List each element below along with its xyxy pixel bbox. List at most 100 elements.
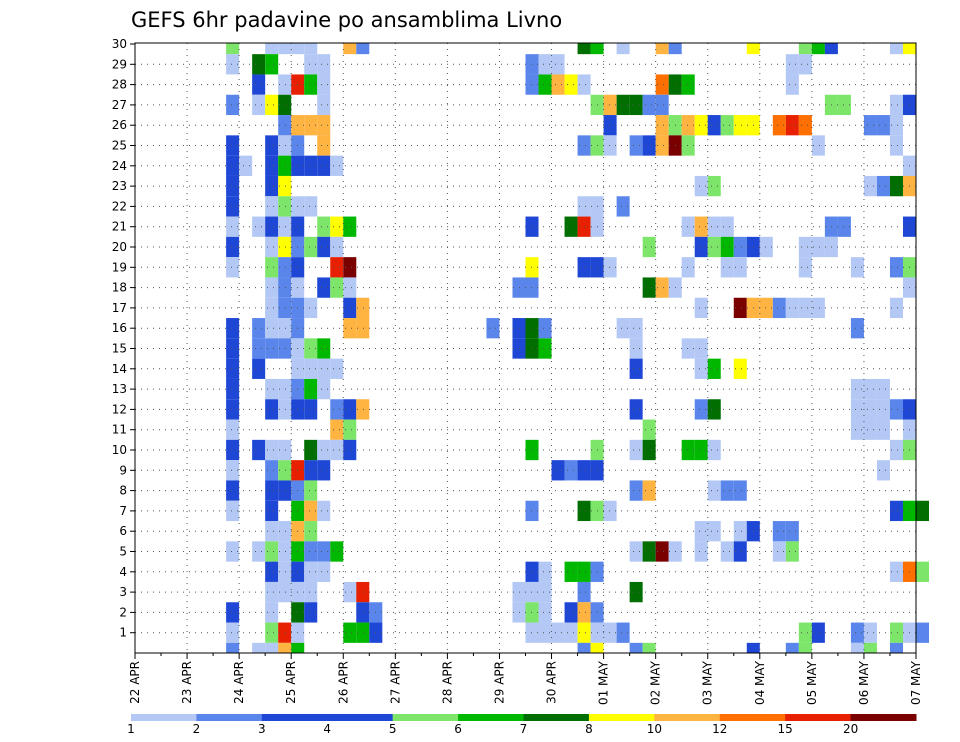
heatmap-cell xyxy=(525,74,539,95)
heatmap-cell xyxy=(304,602,318,623)
heatmap-cell xyxy=(278,277,292,298)
heatmap-cell xyxy=(850,642,864,653)
heatmap-cell xyxy=(889,175,903,197)
legend-swatch xyxy=(654,714,721,721)
heatmap-cell xyxy=(525,602,539,623)
heatmap-cell xyxy=(317,54,331,75)
heatmap-cell xyxy=(525,318,539,339)
heatmap-cell xyxy=(538,602,552,623)
y-tick-label: 24 xyxy=(112,159,127,173)
heatmap-cell xyxy=(226,378,240,400)
heatmap-cell xyxy=(226,257,240,278)
heatmap-cell xyxy=(603,94,617,116)
heatmap-cell xyxy=(265,602,279,623)
heatmap-cell xyxy=(252,642,266,653)
heatmap-cell xyxy=(265,196,279,217)
heatmap-cell xyxy=(642,642,656,653)
heatmap-cell xyxy=(785,74,799,95)
heatmap-cell xyxy=(330,257,344,278)
heatmap-cell xyxy=(603,135,617,156)
heatmap-cell xyxy=(343,318,357,339)
heatmap-cell xyxy=(668,43,682,55)
heatmap-cell xyxy=(226,358,240,379)
x-tick-label: 05 MAY xyxy=(805,660,819,705)
heatmap-cell xyxy=(616,196,630,217)
heatmap-cell xyxy=(278,318,292,339)
heatmap-cell xyxy=(850,622,864,643)
heatmap-cell xyxy=(343,439,357,461)
legend-label: 3 xyxy=(258,722,266,736)
heatmap-cell xyxy=(265,216,279,237)
heatmap-cell xyxy=(226,399,240,420)
heatmap-cell xyxy=(916,561,930,582)
heatmap-cell xyxy=(265,561,279,582)
heatmap-cell xyxy=(226,642,240,653)
heatmap-cell xyxy=(681,115,695,136)
heatmap-cell xyxy=(629,94,643,116)
heatmap-cell xyxy=(278,94,292,116)
heatmap-cell xyxy=(733,236,747,258)
heatmap-cell xyxy=(707,236,721,258)
heatmap-cell xyxy=(720,216,734,237)
heatmap-cell xyxy=(278,115,292,136)
heatmap-cell xyxy=(304,358,318,379)
heatmap-cell xyxy=(733,115,747,136)
heatmap-cell xyxy=(824,43,838,55)
heatmap-cell xyxy=(265,257,279,278)
heatmap-cell xyxy=(278,338,292,359)
heatmap-cell xyxy=(642,236,656,258)
heatmap-cell xyxy=(746,43,760,55)
heatmap-cell xyxy=(889,94,903,116)
legend-label: 20 xyxy=(843,722,858,736)
legend-swatch xyxy=(131,714,197,721)
heatmap-cell xyxy=(317,561,331,582)
legend-label: 7 xyxy=(520,722,528,736)
heatmap-cell xyxy=(525,216,539,237)
heatmap-cell xyxy=(343,622,357,643)
heatmap-cell xyxy=(304,581,318,603)
heatmap-cell xyxy=(304,236,318,258)
heatmap-cell xyxy=(798,43,812,55)
y-tick-label: 12 xyxy=(112,402,127,416)
heatmap-cell xyxy=(772,521,786,542)
y-tick-label: 3 xyxy=(119,585,127,599)
heatmap-cell xyxy=(772,541,786,562)
heatmap-cell xyxy=(902,43,916,55)
heatmap-cell xyxy=(226,439,240,461)
heatmap-cell xyxy=(512,318,526,339)
heatmap-cell xyxy=(889,500,903,522)
heatmap-cell xyxy=(278,297,292,319)
heatmap-cell xyxy=(317,358,331,379)
y-tick-label: 23 xyxy=(112,179,127,193)
heatmap-cell xyxy=(694,297,708,319)
heatmap-cell xyxy=(694,541,708,562)
heatmap-cell xyxy=(577,216,591,237)
heatmap-cell xyxy=(291,43,305,55)
heatmap-cell xyxy=(252,338,266,359)
heatmap-cell xyxy=(356,581,370,603)
heatmap-cell xyxy=(278,196,292,217)
heatmap-cell xyxy=(577,135,591,156)
heatmap-cell xyxy=(226,155,240,176)
heatmap-cell xyxy=(265,318,279,339)
heatmap-cell xyxy=(226,622,240,643)
heatmap-cell xyxy=(265,94,279,116)
heatmap-cell xyxy=(304,480,318,501)
y-tick-label: 21 xyxy=(112,220,127,234)
heatmap-cell xyxy=(655,277,669,298)
heatmap-cell xyxy=(278,480,292,501)
heatmap-cell xyxy=(512,338,526,359)
y-tick-label: 10 xyxy=(112,443,127,457)
heatmap-cell xyxy=(265,460,279,481)
legend-swatch xyxy=(785,714,852,721)
heatmap-cell xyxy=(525,338,539,359)
legend-label: 4 xyxy=(323,722,331,736)
heatmap-cell xyxy=(785,297,799,319)
heatmap-cell xyxy=(226,43,240,55)
heatmap-cell xyxy=(629,439,643,461)
heatmap-cell xyxy=(681,338,695,359)
heatmap-cell xyxy=(798,115,812,136)
heatmap-cell xyxy=(850,257,864,278)
heatmap-cell xyxy=(486,318,500,339)
x-tick-label: 23 APR xyxy=(180,661,194,704)
